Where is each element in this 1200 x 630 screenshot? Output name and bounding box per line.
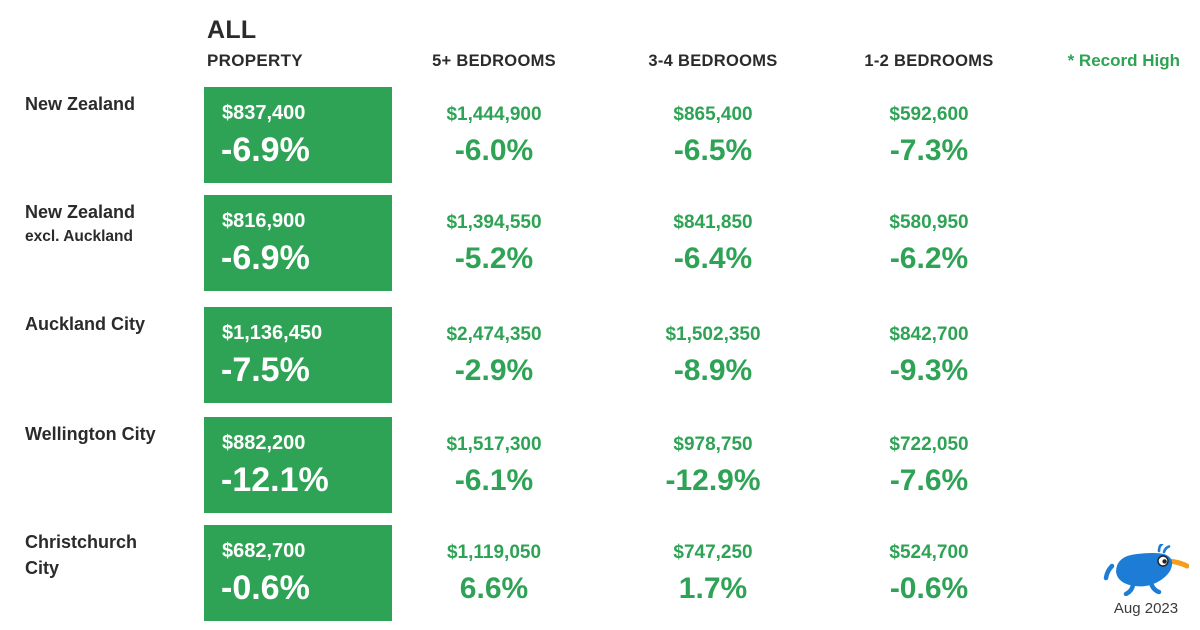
all-property-cell: $837,400 -6.9% [204,87,392,183]
all-property-median-price: $816,900 [222,210,306,232]
median-price: $1,394,550 [446,212,542,233]
median-price: $1,517,300 [446,434,542,455]
percent-change: 1.7% [678,572,748,605]
percent-change: -5.2% [454,242,534,275]
region-name: Christchurch [25,532,138,552]
median-price: $580,950 [889,212,969,233]
percent-change: -8.9% [673,354,753,387]
bedrooms-5plus-cell: $2,474,350 -2.9% [388,307,600,403]
percent-change: -6.1% [454,464,534,497]
kiwi-leg [1123,582,1136,596]
percent-change: -7.6% [889,464,969,497]
region-name-line2: City [25,558,60,578]
region-name: New Zealand [25,94,136,114]
region-label: Christchurch City [25,529,200,581]
header-1-2-bedrooms: 1-2 BEDROOMS [864,52,994,70]
feather-icon [1157,544,1164,553]
bedrooms-5plus-cell: $1,394,550 -5.2% [388,195,600,291]
median-price: $842,700 [889,324,969,345]
bedrooms-1-2-cell: $580,950 -6.2% [821,195,1037,291]
bedrooms-5plus-cell: $1,119,050 6.6% [388,525,600,621]
median-price: $1,119,050 [446,542,542,563]
all-property-percent-change: -6.9% [221,239,310,277]
all-property-percent-change: -6.9% [221,131,310,169]
brand-block: Aug 2023 [1098,544,1194,617]
median-price: $841,850 [673,212,753,233]
bedrooms-1-2-cell: $842,700 -9.3% [821,307,1037,403]
region-name: Auckland City [25,314,146,334]
table-row: Auckland City $1,136,450 -7.5% $2,474,35… [0,307,1200,403]
all-property-cell: $1,136,450 -7.5% [204,307,392,403]
median-price: $1,502,350 [665,324,761,345]
region-label: Auckland City [25,311,200,337]
header-all: ALL [207,16,257,44]
median-price: $865,400 [673,104,753,125]
region-name-line2: excl. Auckland [25,228,133,245]
all-property-cell: $816,900 -6.9% [204,195,392,291]
percent-change: 6.6% [459,572,529,605]
header-5plus-bedrooms: 5+ BEDROOMS [432,52,556,70]
bedrooms-3-4-cell: $747,250 1.7% [605,525,821,621]
percent-change: -2.9% [454,354,534,387]
all-property-cell: $882,200 -12.1% [204,417,392,513]
percent-change: -12.9% [665,464,761,497]
median-price: $1,444,900 [446,104,542,125]
bedrooms-5plus-cell: $1,517,300 -6.1% [388,417,600,513]
median-price: $722,050 [889,434,969,455]
kiwi-bird-logo [1103,544,1189,596]
median-price: $747,250 [673,542,753,563]
table-row: Wellington City $882,200 -12.1% $1,517,3… [0,417,1200,513]
table-row: Christchurch City $682,700 -0.6% $1,119,… [0,525,1200,621]
region-name: Wellington City [25,424,156,444]
feather-icon [1162,545,1171,554]
percent-change: -7.3% [889,134,969,167]
all-property-percent-change: -0.6% [221,569,310,607]
region-label: Wellington City [25,421,200,447]
bedrooms-3-4-cell: $865,400 -6.5% [605,87,821,183]
all-property-median-price: $837,400 [222,102,306,124]
percent-change: -6.5% [673,134,753,167]
region-label: New Zealand [25,91,200,117]
percent-change: -6.2% [889,242,969,275]
eye-pupil [1162,559,1167,564]
median-price: $524,700 [889,542,969,563]
kiwi-leg [1148,580,1162,595]
bedrooms-3-4-cell: $1,502,350 -8.9% [605,307,821,403]
motion-line [1103,563,1115,581]
all-property-percent-change: -12.1% [221,461,329,499]
bedrooms-1-2-cell: $722,050 -7.6% [821,417,1037,513]
all-property-median-price: $882,200 [222,432,306,454]
all-property-median-price: $1,136,450 [222,322,323,344]
bedrooms-3-4-cell: $841,850 -6.4% [605,195,821,291]
percent-change: -6.0% [454,134,534,167]
header-all-property: PROPERTY [207,51,303,70]
record-high-legend: * Record High [1067,51,1180,70]
median-price: $592,600 [889,104,969,125]
percent-change: -0.6% [889,572,969,605]
bedrooms-5plus-cell: $1,444,900 -6.0% [388,87,600,183]
bedrooms-1-2-cell: $592,600 -7.3% [821,87,1037,183]
table-row: New Zealand $837,400 -6.9% $1,444,900 -6… [0,87,1200,183]
as-of-date: Aug 2023 [1113,600,1179,617]
percent-change: -9.3% [889,354,969,387]
region-name: New Zealand [25,202,136,222]
median-price: $978,750 [673,434,753,455]
bedrooms-1-2-cell: $524,700 -0.6% [821,525,1037,621]
all-property-percent-change: -7.5% [221,351,310,389]
all-property-cell: $682,700 -0.6% [204,525,392,621]
all-property-median-price: $682,700 [222,540,306,562]
percent-change: -6.4% [673,242,753,275]
bedrooms-3-4-cell: $978,750 -12.9% [605,417,821,513]
table-row: New Zealand excl. Auckland $816,900 -6.9… [0,195,1200,291]
header-3-4-bedrooms: 3-4 BEDROOMS [648,52,778,70]
region-label: New Zealand excl. Auckland [25,199,200,249]
median-price: $2,474,350 [446,324,542,345]
